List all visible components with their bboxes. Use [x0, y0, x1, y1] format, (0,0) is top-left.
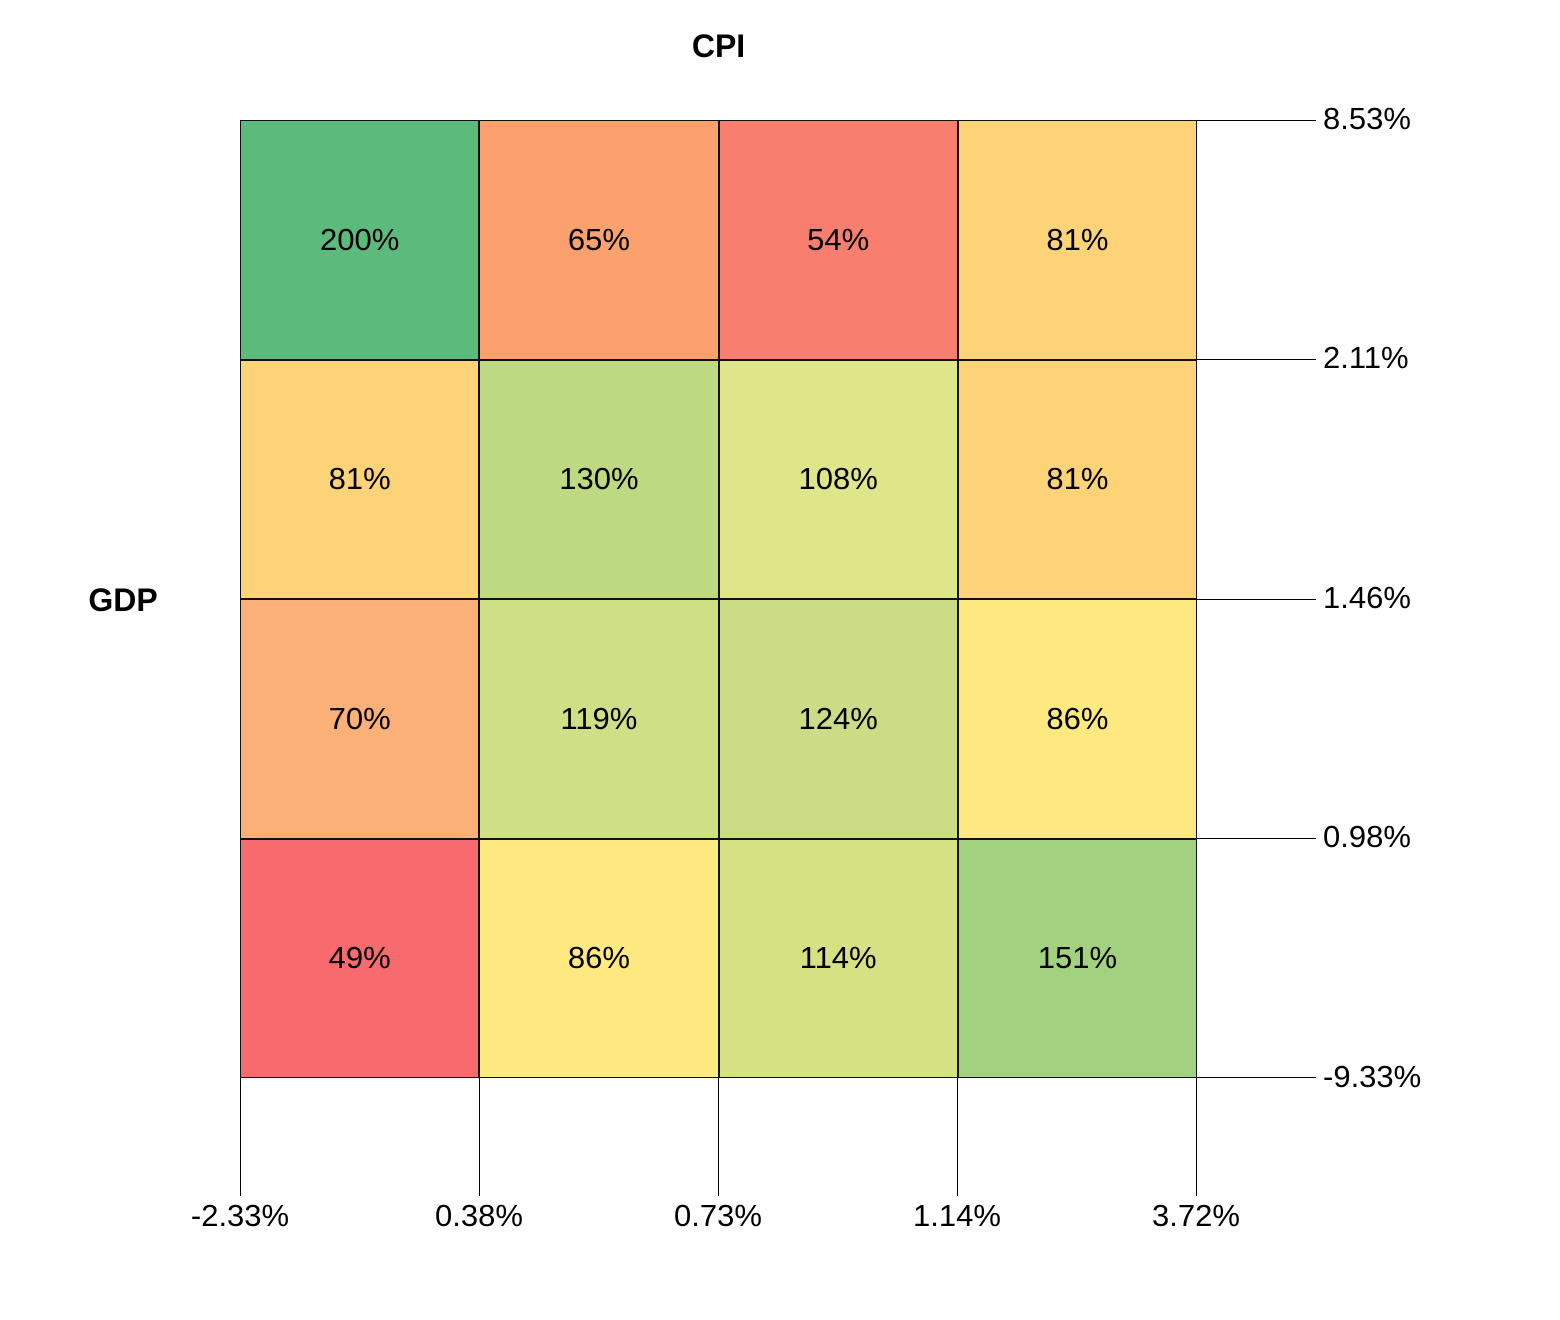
heatmap-cell: 65% [479, 120, 719, 360]
x-tick-line [1196, 1078, 1197, 1196]
heatmap-grid: 200% 65% 54% 81% 81% 130% 108% 81% 70% 1… [240, 120, 1197, 1078]
y-axis-title: GDP [88, 582, 158, 618]
x-tick-line [957, 1078, 958, 1196]
y-tick-line [1197, 120, 1316, 121]
y-tick-line [1197, 359, 1316, 360]
heatmap-cell: 114% [718, 838, 958, 1078]
heatmap-cell: 124% [718, 599, 958, 839]
heatmap-cell: 86% [957, 599, 1197, 839]
x-tick-line [479, 1078, 480, 1196]
y-tick-label: 2.11% [1323, 340, 1409, 375]
heatmap-cell: 119% [479, 599, 719, 839]
heatmap-cell: 108% [718, 359, 958, 599]
y-tick-label: -9.33% [1323, 1059, 1422, 1094]
heatmap-cell: 81% [240, 359, 480, 599]
y-tick-line [1197, 599, 1316, 600]
y-tick-label: 1.46% [1323, 580, 1411, 615]
x-tick-label: 0.38% [435, 1198, 523, 1233]
heatmap-cell: 54% [718, 120, 958, 360]
y-tick-line [1197, 1077, 1316, 1078]
heatmap-cell: 151% [957, 838, 1197, 1078]
heatmap-cell: 70% [240, 599, 480, 839]
heatmap-cell: 130% [479, 359, 719, 599]
x-tick-label: -2.33% [190, 1198, 290, 1233]
heatmap-cell: 81% [957, 359, 1197, 599]
heatmap-cell: 200% [240, 120, 480, 360]
y-tick-label: 8.53% [1323, 101, 1411, 136]
chart-title: CPI [691, 28, 746, 64]
x-tick-label: 3.72% [1152, 1198, 1240, 1233]
y-tick-label: 0.98% [1323, 819, 1411, 854]
heatmap-cell: 49% [240, 838, 480, 1078]
x-tick-line [718, 1078, 719, 1196]
x-tick-label: 1.14% [913, 1198, 1001, 1233]
heatmap-cell: 86% [479, 838, 719, 1078]
x-tick-label: 0.73% [674, 1198, 762, 1233]
y-tick-line [1197, 838, 1316, 839]
heatmap-cell: 81% [957, 120, 1197, 360]
x-tick-line [240, 1078, 241, 1196]
